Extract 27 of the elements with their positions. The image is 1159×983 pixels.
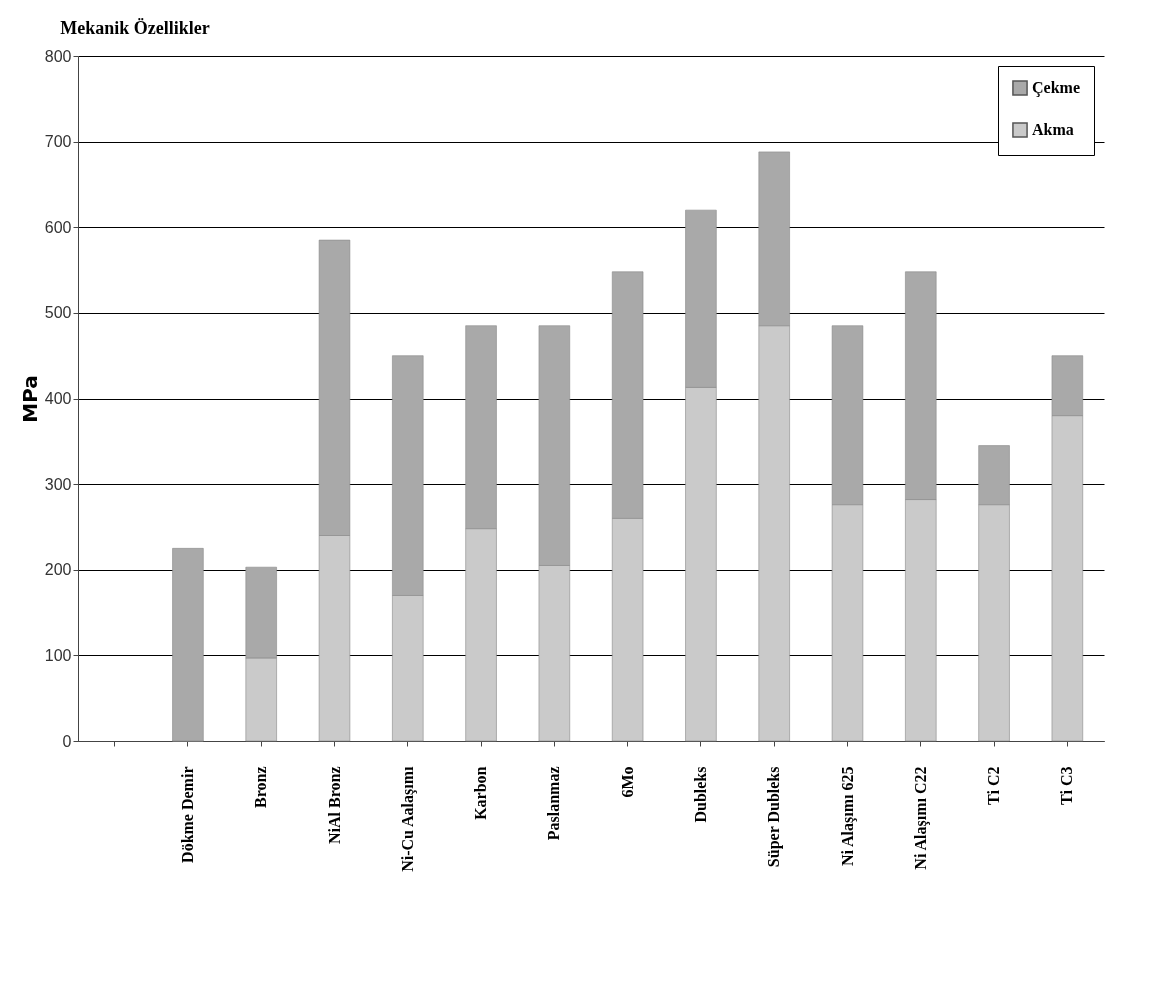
x-tick-label: Ti C2 xyxy=(985,766,1003,805)
chart-title: Mekanik Özellikler xyxy=(60,18,210,38)
y-tick-label: 200 xyxy=(44,561,72,579)
legend-label: Çekme xyxy=(1032,79,1080,97)
y-tick-label: 300 xyxy=(44,475,72,493)
x-tick-label: Dökme Demir xyxy=(178,766,196,863)
y-tick-label: 800 xyxy=(44,47,72,65)
x-tick-label: Karbon xyxy=(472,766,490,820)
y-tick-label: 0 xyxy=(62,732,72,750)
x-tick-label: Bronz xyxy=(252,766,270,808)
x-tick-label: Ni-Cu Aalaşımı xyxy=(398,765,417,872)
y-tick-label: 600 xyxy=(44,218,72,236)
x-tick-label: Süper Dubleks xyxy=(765,766,784,868)
y-tick-label: 700 xyxy=(44,133,72,151)
x-tick-label: NiAl Bronz xyxy=(325,766,343,844)
y-axis-title: MPa xyxy=(17,375,42,423)
x-tick-label: Ni Alaşımı C22 xyxy=(911,766,930,870)
x-tick-label: Ti C3 xyxy=(1058,766,1076,805)
legend-label: Akma xyxy=(1032,121,1074,138)
x-tick-label: Paslanmaz xyxy=(545,766,563,841)
x-tick-label: Ni Alaşımı 625 xyxy=(838,766,857,867)
y-tick-label: 500 xyxy=(44,304,72,322)
y-tick-label: 100 xyxy=(44,646,72,664)
x-tick-label: Dubleks xyxy=(691,766,709,823)
bar xyxy=(172,548,204,742)
x-tick-label: 6Mo xyxy=(618,766,636,798)
y-tick-label: 400 xyxy=(44,390,72,407)
